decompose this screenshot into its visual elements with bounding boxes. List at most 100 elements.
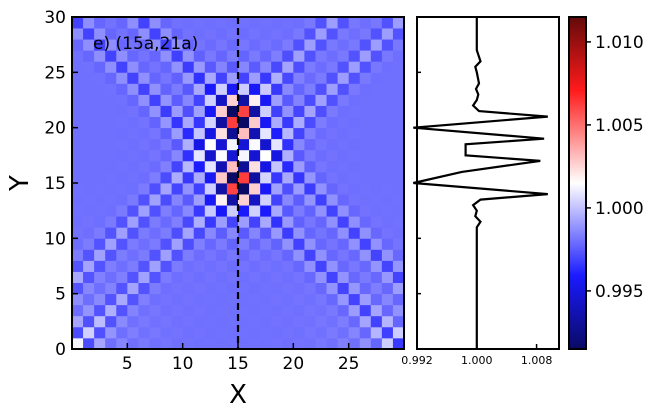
heatmap-cell <box>193 39 206 51</box>
heatmap-cell <box>226 205 239 217</box>
heatmap-cell <box>348 61 361 73</box>
heatmap-cell <box>337 127 350 140</box>
heatmap-cell <box>293 183 305 195</box>
heatmap-cell <box>249 183 261 195</box>
heatmap-cell <box>204 17 217 29</box>
heatmap-cell <box>127 149 139 162</box>
heatmap-cell <box>94 183 106 195</box>
heatmap-cell <box>127 116 139 129</box>
heatmap-cell <box>160 149 172 162</box>
heatmap-cell <box>348 72 361 84</box>
heatmap-cell <box>138 249 150 261</box>
heatmap-cell <box>238 149 250 162</box>
heatmap-cell <box>94 282 106 295</box>
heatmap-cell <box>116 72 128 84</box>
heatmap-cell <box>226 293 239 306</box>
heatmap-cell <box>282 72 294 84</box>
heatmap-cell <box>359 282 372 295</box>
heatmap-cell <box>149 149 161 162</box>
heatmap-cell <box>171 183 184 195</box>
heatmap-cell <box>348 127 361 140</box>
heatmap-cell <box>271 72 283 84</box>
heatmap-cell <box>359 271 372 283</box>
heatmap-cell <box>94 205 106 217</box>
heatmap-cell <box>370 127 383 140</box>
heatmap-cell <box>182 17 195 29</box>
heatmap-cell <box>381 138 394 151</box>
heatmap-cell <box>171 105 184 117</box>
heatmap-cell <box>193 337 206 349</box>
heatmap-cell <box>337 17 350 29</box>
heatmap-cell <box>149 116 161 129</box>
heatmap-cell <box>138 50 150 62</box>
heatmap-cell <box>238 315 250 328</box>
heatmap-cell <box>226 282 239 295</box>
heatmap-cell <box>193 260 206 272</box>
heatmap-cell <box>260 216 272 228</box>
heatmap-cell <box>72 249 84 261</box>
heatmap-cell <box>149 183 161 195</box>
heatmap-cell <box>138 17 150 29</box>
heatmap-cell <box>238 171 250 184</box>
heatmap-cell <box>260 160 272 173</box>
heatmap-cell <box>370 304 383 317</box>
heatmap-cell <box>105 183 117 195</box>
y-axis-title: Y <box>5 175 35 192</box>
heatmap-cell <box>304 238 316 250</box>
heatmap-cell <box>182 72 195 84</box>
heatmap-cell <box>105 249 117 261</box>
heatmap-cell <box>249 149 261 162</box>
heatmap-cell <box>238 216 250 228</box>
profile-panel: 0.992 1.000 1.008 <box>401 16 560 367</box>
colorbar-tick-label: 1.000 <box>595 199 644 219</box>
heatmap-cell <box>182 50 195 62</box>
heatmap-cell <box>326 205 338 217</box>
heatmap-cell <box>260 17 272 29</box>
heatmap-cell <box>293 61 305 73</box>
heatmap-cell <box>204 304 217 317</box>
heatmap-cell <box>83 105 95 117</box>
heatmap-cell <box>94 249 106 261</box>
heatmap-cell <box>138 105 150 117</box>
heatmap-cell <box>116 149 128 162</box>
heatmap-cell <box>359 94 372 106</box>
heatmap-cell <box>127 260 139 272</box>
heatmap-cell <box>392 260 404 272</box>
heatmap-cell <box>182 249 195 261</box>
heatmap-cell <box>171 249 184 261</box>
heatmap-cell <box>348 282 361 295</box>
heatmap-cell <box>359 194 372 206</box>
heatmap-cell <box>226 50 239 62</box>
heatmap-cell <box>193 304 206 317</box>
heatmap-cell <box>204 183 217 195</box>
heatmap-cell <box>171 260 184 272</box>
heatmap-cell <box>326 94 338 106</box>
heatmap-cell <box>304 326 316 339</box>
heatmap-cell <box>238 194 250 206</box>
heatmap-cell <box>359 83 372 95</box>
heatmap-cell <box>326 127 338 140</box>
heatmap-cell <box>83 39 95 51</box>
heatmap-cell <box>381 249 394 261</box>
heatmap-cell <box>315 216 327 228</box>
heatmap-cell <box>193 227 206 239</box>
heatmap-cell <box>238 105 250 117</box>
heatmap-cell <box>171 127 184 140</box>
heatmap-cell <box>105 304 117 317</box>
heatmap-cell <box>271 238 283 250</box>
heatmap-cell <box>293 94 305 106</box>
heatmap-cell <box>72 39 84 51</box>
heatmap-cell <box>392 282 404 295</box>
heatmap-cell <box>359 227 372 239</box>
heatmap-cell <box>226 94 239 106</box>
heatmap-cell <box>193 61 206 73</box>
heatmap-cell <box>116 205 128 217</box>
heatmap-cell <box>282 127 294 140</box>
heatmap-cell <box>215 205 228 217</box>
heatmap-cell <box>94 315 106 328</box>
heatmap-cell <box>249 304 261 317</box>
heatmap-cell <box>215 271 228 283</box>
heatmap-cell <box>138 227 150 239</box>
heatmap-cell <box>105 138 117 151</box>
heatmap-cell <box>348 216 361 228</box>
